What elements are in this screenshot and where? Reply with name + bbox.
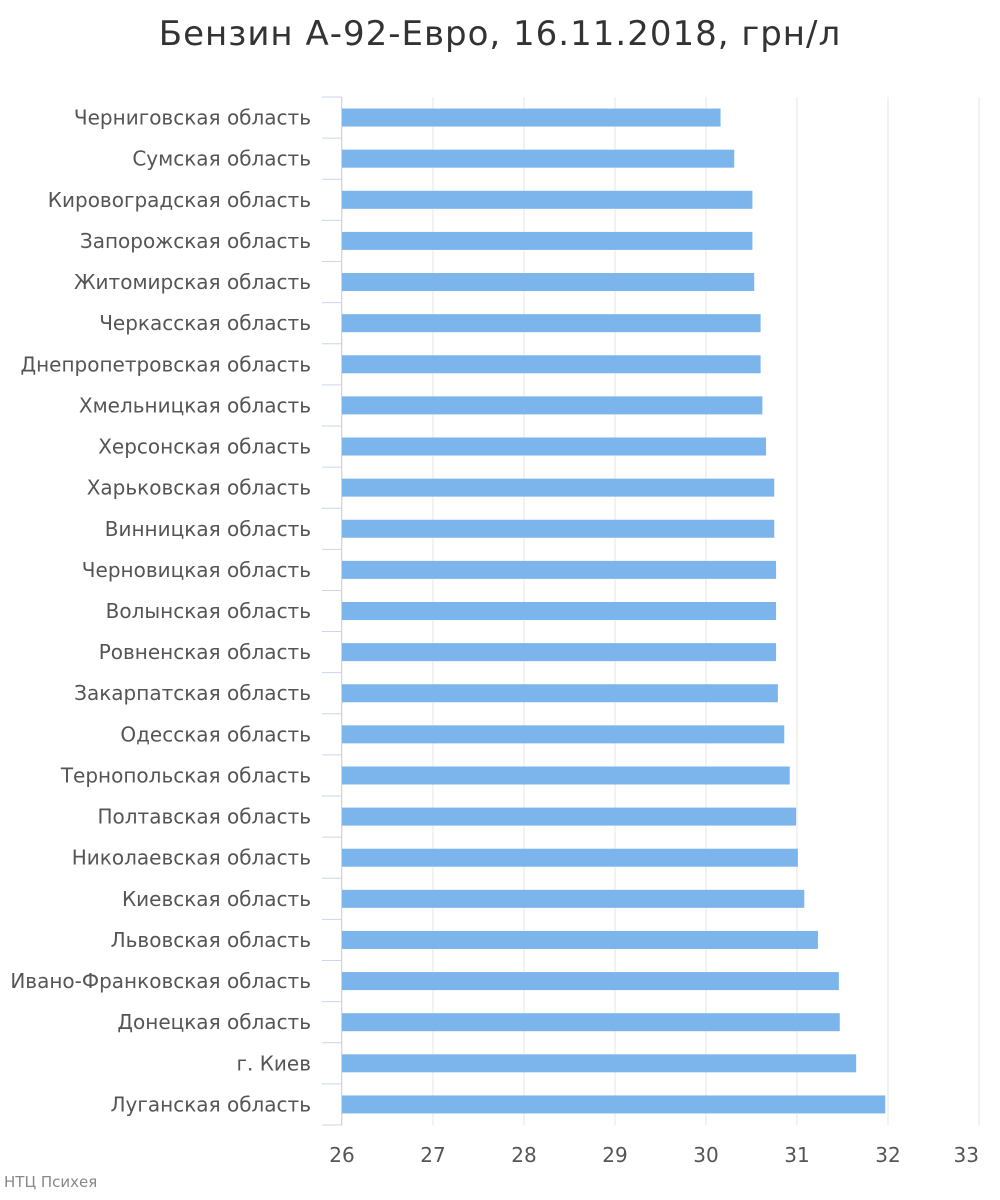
x-tick-label: 26 [329,1143,354,1167]
bar [342,560,777,579]
x-tick-label: 33 [954,1143,979,1167]
bar [342,149,735,168]
bar [342,314,761,333]
category-label: Луганская область [111,1092,311,1116]
bar [342,478,775,497]
category-label: Сумская область [132,147,311,171]
category-label: Киевская область [122,887,311,911]
x-tick-label: 27 [420,1143,445,1167]
bar [342,396,763,415]
credits-text: НТЦ Психея [4,1173,98,1191]
category-label: Черниговская область [74,106,311,130]
category-label: Херсонская область [98,435,311,459]
bar [342,643,777,662]
category-label: Тернопольская область [60,763,311,787]
category-label: Винницкая область [105,517,311,541]
bar [342,437,767,456]
category-label: Волынская область [106,599,311,623]
category-axis [322,96,342,1126]
category-label: Харьковская область [87,476,311,500]
x-tick-label: 32 [875,1143,900,1167]
bar [342,1095,886,1114]
bar [342,807,797,826]
x-tick-label: 29 [602,1143,627,1167]
category-label: Львовская область [111,928,311,952]
category-label: Кировоградская область [48,188,311,212]
category-label: Запорожская область [80,229,311,253]
x-tick-label: 28 [511,1143,536,1167]
bar [342,766,790,785]
bar [342,519,775,538]
category-label: Одесская область [120,722,311,746]
category-label: Житомирская область [74,270,311,294]
bar [342,725,785,744]
bar [342,684,778,703]
bar [342,848,798,867]
bar [342,972,839,991]
bar [342,108,721,127]
bar [342,1013,840,1032]
category-labels: Черниговская область Сумская область Киров… [10,106,311,1117]
category-label: Черновицкая область [82,558,311,582]
category-label: Днепропетровская область [20,352,311,376]
bar [342,231,753,250]
category-label: г. Киев [236,1051,311,1075]
bars [342,108,886,1114]
category-label: Донецкая область [117,1010,311,1034]
category-label: Ивано-Франковская область [10,969,311,993]
value-axis-ticks: 26 27 28 29 30 31 32 33 [329,1143,979,1167]
category-label: Николаевская область [72,846,311,870]
bar [342,190,753,209]
bar [342,273,755,292]
category-label: Закарпатская область [74,681,311,705]
bar [342,602,777,620]
chart-title: Бензин А-92-Евро, 16.11.2018, грн/л [158,14,842,54]
category-label: Полтавская область [97,805,311,829]
category-label: Черкасская область [99,311,311,335]
category-label: Хмельницкая область [79,393,311,417]
category-label: Ровненская область [99,640,311,664]
bar [342,930,818,949]
bar [342,889,805,908]
x-tick-label: 31 [784,1143,809,1167]
x-tick-label: 30 [693,1143,718,1167]
bar [342,355,761,374]
bar [342,1054,857,1073]
